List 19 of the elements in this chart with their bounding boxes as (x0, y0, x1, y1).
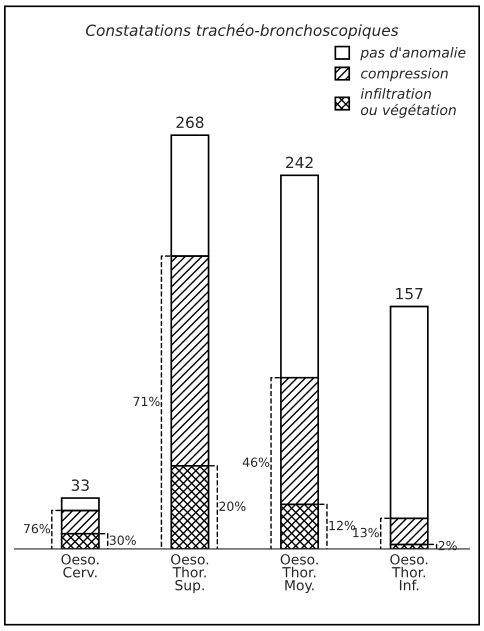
annotation: 157 (396, 288, 422, 300)
annotation: 71% (134, 396, 160, 406)
annotation: 76% (24, 524, 50, 534)
x-tick-label: Oeso. Thor. Sup. (171, 554, 208, 594)
annotation: 46% (242, 457, 270, 467)
text: 268 (176, 116, 204, 128)
legend-label: compression (360, 68, 448, 82)
legend-label: infiltration ou végétation (360, 88, 456, 118)
chart-title: Constatations trachéo-bronchoscopiques (86, 24, 398, 40)
annotation: 12% (329, 520, 356, 530)
x-tick-label: Oeso. Cerv. (61, 554, 98, 578)
x-tick-label: Oeso. Thor. Moy. (280, 554, 318, 594)
annotation: 13% (353, 528, 379, 538)
annotation: 33 (72, 479, 89, 491)
annotation: 20% (219, 502, 246, 512)
annotation: 30% (110, 535, 136, 545)
annotation: 242 (286, 156, 313, 168)
x-tick-label: Oeso. Thor. Inf. (390, 554, 428, 590)
legend-label: pas d'anomalie (360, 46, 466, 60)
